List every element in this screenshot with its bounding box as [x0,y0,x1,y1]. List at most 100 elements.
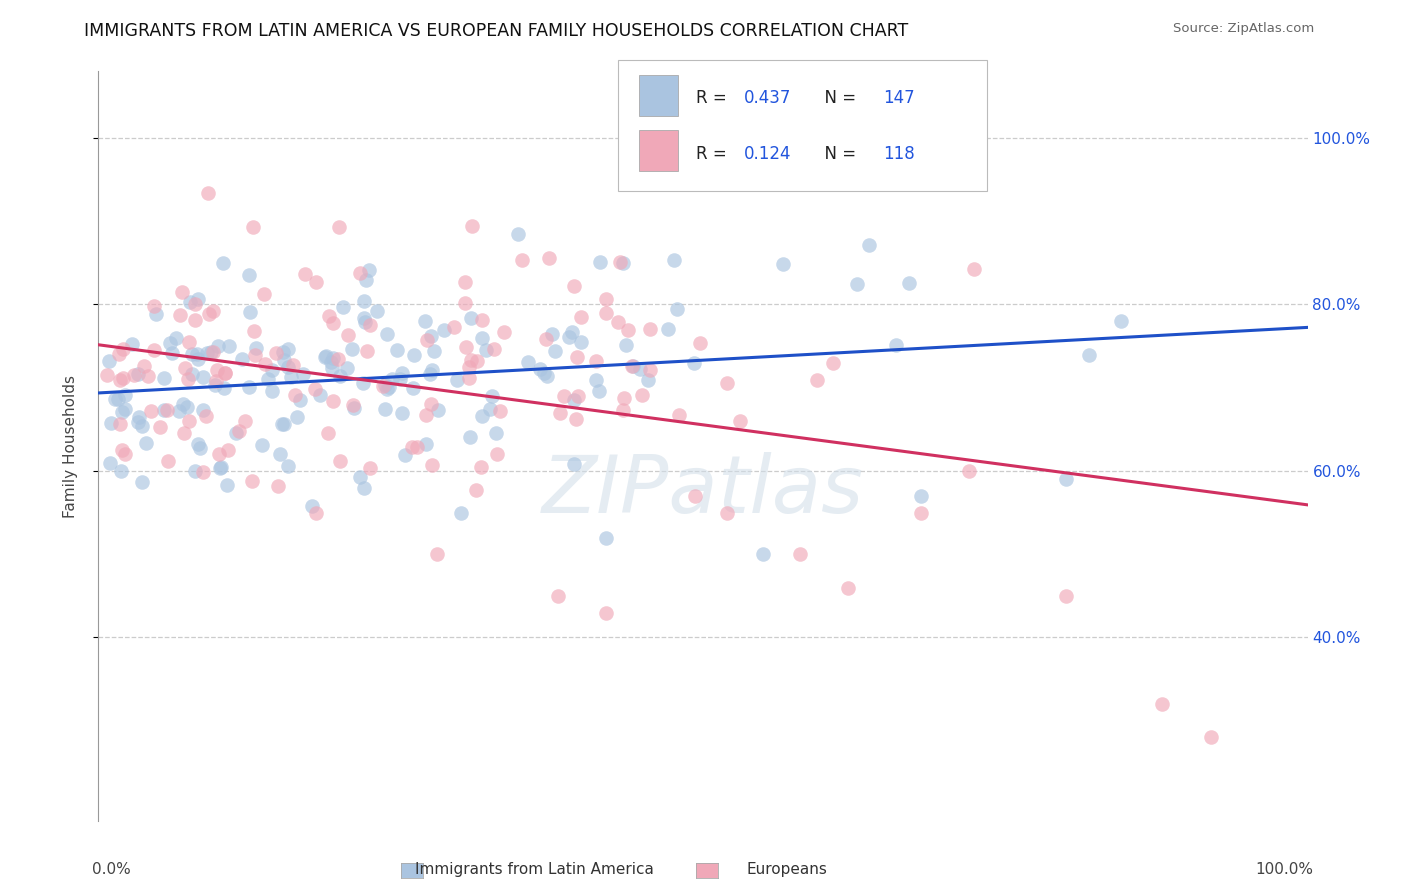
Point [415,408,437,422]
Point [321,354,343,368]
Point [187,351,209,366]
Point [277,342,299,356]
Point [470,459,492,474]
Point [184,313,207,327]
Point [481,389,503,403]
Point [401,440,423,454]
Point [374,377,396,392]
Point [478,401,501,416]
Point [314,350,336,364]
Point [565,350,588,364]
Point [304,383,326,397]
Point [357,262,380,277]
Point [352,376,374,391]
Point [288,392,311,407]
Point [193,403,215,417]
Point [238,268,260,282]
Point [569,334,592,349]
Point [193,370,215,384]
Point [683,489,706,503]
Text: Europeans: Europeans [747,863,828,877]
Point [108,346,131,360]
Point [294,267,316,281]
Point [529,362,551,376]
Point [564,457,586,471]
Point [349,267,371,281]
Point [128,410,150,425]
Point [149,420,172,434]
Point [547,589,569,603]
Point [179,414,201,428]
Text: N =: N = [814,89,862,107]
Point [121,336,143,351]
Point [374,401,396,416]
Point [184,464,207,478]
Point [381,372,404,386]
Point [305,275,328,289]
Point [188,441,211,455]
Point [271,417,294,431]
Point [884,338,907,352]
Point [415,437,437,451]
Point [564,392,586,407]
Point [416,333,439,347]
Point [426,547,449,561]
Point [806,373,828,387]
Point [228,424,250,438]
Point [666,301,689,316]
Point [343,401,366,416]
Text: 118: 118 [883,145,915,163]
Point [585,373,607,387]
Point [353,310,375,325]
FancyBboxPatch shape [619,60,987,191]
Point [156,454,179,468]
Point [589,255,612,269]
Point [419,367,441,381]
Point [482,342,505,356]
Point [588,384,610,398]
Point [218,339,240,353]
Point [457,371,479,385]
Text: R =: R = [696,145,731,163]
Point [375,326,398,341]
Point [450,506,472,520]
Point [337,328,360,343]
Point [910,489,932,503]
Point [280,369,302,384]
Point [488,403,510,417]
Point [328,220,350,235]
Point [214,366,236,380]
Point [457,359,479,374]
Point [544,343,567,358]
Point [179,295,201,310]
Point [170,285,193,299]
Point [471,313,494,327]
Point [548,406,571,420]
Point [538,251,561,265]
Point [638,363,661,377]
Point [243,325,266,339]
Point [1077,348,1099,362]
Point [377,380,399,394]
Point [238,305,260,319]
Point [1109,314,1132,328]
Point [240,474,263,488]
Point [159,336,181,351]
Point [375,382,398,396]
Point [443,320,465,334]
Point [167,404,190,418]
Point [585,354,607,368]
Point [269,447,291,461]
Point [187,293,209,307]
Point [322,393,344,408]
Point [176,372,198,386]
Point [657,322,679,336]
Point [131,418,153,433]
Point [186,347,208,361]
Point [460,353,482,368]
Point [208,447,231,461]
Point [752,547,775,561]
Point [143,299,166,313]
Point [336,361,359,376]
Point [454,275,477,289]
